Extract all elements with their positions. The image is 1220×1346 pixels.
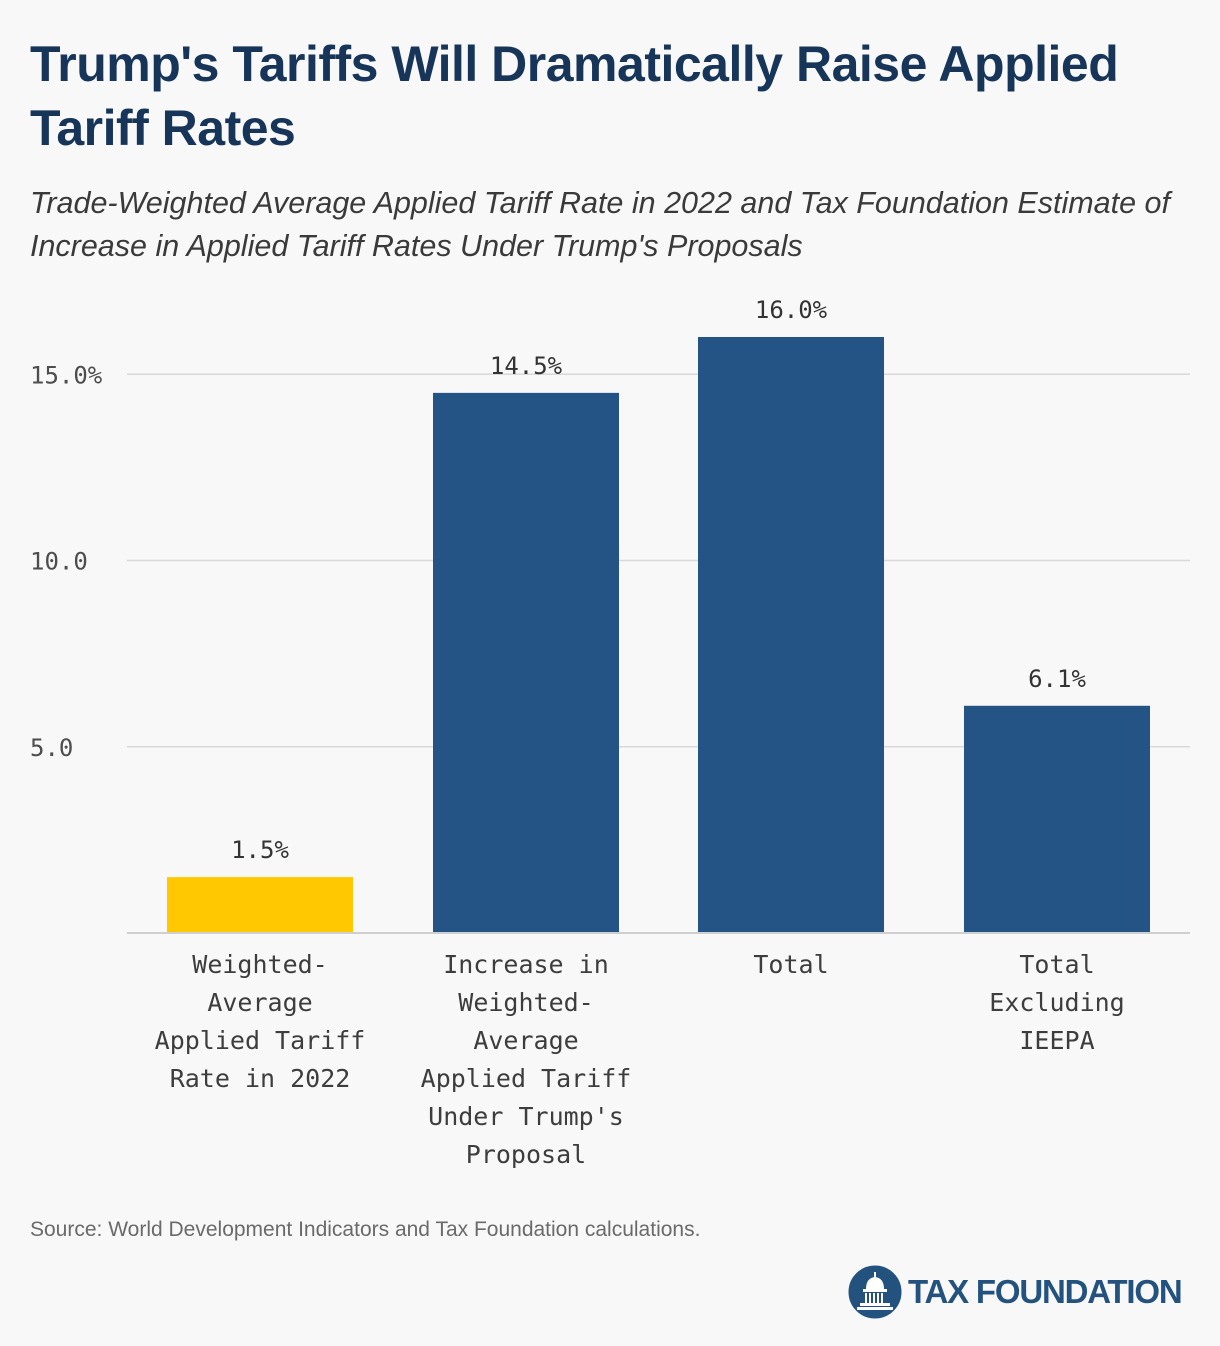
x-tick-label: IEEPA [1019, 1026, 1094, 1055]
x-tick-label: Applied Tariff [421, 1064, 632, 1093]
y-tick-label: 10.0 [30, 548, 88, 576]
logo-text: TAX FOUNDATION [908, 1273, 1183, 1310]
data-labels: 1.5% 14.5% 16.0% 6.1% [231, 296, 1086, 864]
data-label: 14.5% [490, 352, 563, 380]
bars [167, 337, 1150, 933]
axes: 5.0 10.0 15.0% Weighted- Average Applied Tari… [30, 361, 1190, 1169]
bar [433, 392, 619, 933]
x-tick-label: Total [753, 950, 828, 979]
tax-foundation-logo: TAX FOUNDATION [848, 1264, 1183, 1320]
bar-chart: 1.5% 14.5% 16.0% 6.1% 5.0 10.0 15.0% Weighted-… [30, 296, 1190, 1169]
data-label: 16.0% [755, 296, 828, 324]
y-tick-label: 15.0% [30, 361, 103, 389]
y-tick-label: 5.0 [30, 734, 73, 762]
x-tick-label: Rate in 2022 [170, 1064, 351, 1093]
data-label: 6.1% [1028, 665, 1086, 693]
x-tick-label: Applied Tariff [155, 1026, 366, 1055]
chart-subtitle: Trade-Weighted Average Applied Tariff Ra… [30, 186, 1170, 263]
x-tick-label: Average [207, 988, 312, 1017]
x-tick-label: Increase in [443, 950, 609, 979]
x-tick-label: Under Trump's [428, 1102, 624, 1131]
source-note: Source: World Development Indicators and… [30, 1218, 701, 1241]
x-tick-label: Excluding [989, 988, 1124, 1017]
chart-title: Trump's Tariffs Will Dramatically Raise … [30, 36, 1119, 156]
bar [964, 705, 1150, 933]
x-tick-label: Weighted- [192, 950, 327, 979]
capitol-dome-icon [848, 1265, 902, 1319]
x-tick-label: Total [1019, 950, 1094, 979]
bar [167, 877, 353, 933]
x-tick-label: Proposal [466, 1140, 586, 1169]
x-tick-label: Weighted- [458, 988, 593, 1017]
data-label: 1.5% [231, 836, 289, 864]
bar [698, 337, 884, 933]
x-tick-label: Average [473, 1026, 578, 1055]
